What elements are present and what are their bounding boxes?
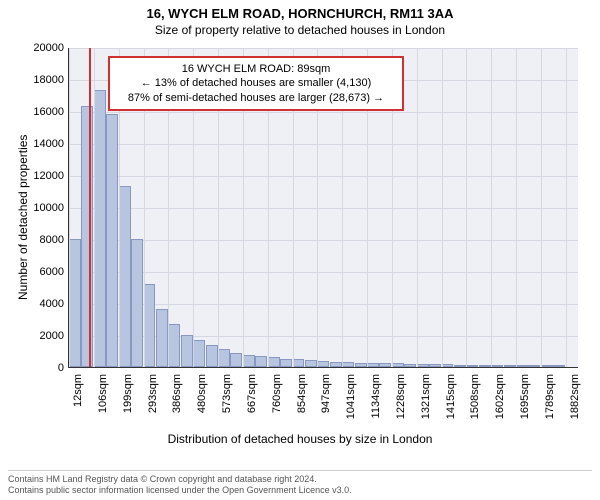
y-tick-label: 2000 xyxy=(24,330,64,342)
y-tick-label: 4000 xyxy=(24,298,64,310)
gridline-h xyxy=(69,240,578,241)
page-title: 16, WYCH ELM ROAD, HORNCHURCH, RM11 3AA xyxy=(0,0,600,21)
histogram-bar xyxy=(504,365,516,367)
x-tick-label: 480sqm xyxy=(196,374,208,413)
histogram-bar xyxy=(479,365,491,367)
y-tick-label: 20000 xyxy=(24,42,64,54)
marker-info-box: 16 WYCH ELM ROAD: 89sqm ← 13% of detache… xyxy=(108,56,404,111)
x-tick-label: 667sqm xyxy=(246,374,258,413)
x-tick-label: 1415sqm xyxy=(445,374,457,419)
histogram-bar xyxy=(317,361,329,367)
histogram-bar xyxy=(293,359,305,367)
gridline-v xyxy=(466,48,467,367)
histogram-bar xyxy=(404,364,416,367)
histogram-bar xyxy=(330,362,342,367)
x-tick-label: 1134sqm xyxy=(370,374,382,418)
histogram-bar xyxy=(454,365,466,367)
x-tick-label: 1882sqm xyxy=(569,374,581,419)
gridline-v xyxy=(69,48,70,367)
histogram-bar xyxy=(144,284,156,367)
x-tick-label: 573sqm xyxy=(221,374,233,413)
y-tick-label: 0 xyxy=(24,362,64,374)
histogram-bar xyxy=(442,364,454,367)
histogram-bar xyxy=(429,364,441,367)
histogram-bar xyxy=(516,365,528,367)
y-tick-label: 10000 xyxy=(24,202,64,214)
infobox-line1: 16 WYCH ELM ROAD: 89sqm xyxy=(118,62,394,76)
histogram-bar xyxy=(541,365,553,367)
footer-attribution: Contains HM Land Registry data © Crown c… xyxy=(8,470,592,497)
histogram-bar xyxy=(342,362,354,367)
footer-line1: Contains HM Land Registry data © Crown c… xyxy=(8,474,592,485)
histogram-bar xyxy=(491,365,503,367)
histogram-bar xyxy=(417,364,429,367)
histogram-bar xyxy=(243,355,255,367)
x-tick-label: 12sqm xyxy=(72,374,84,407)
x-tick-label: 1228sqm xyxy=(395,374,407,419)
subject-marker-line xyxy=(89,48,91,367)
gridline-h xyxy=(69,176,578,177)
y-tick-label: 16000 xyxy=(24,106,64,118)
histogram-bar xyxy=(528,365,540,367)
page-subtitle: Size of property relative to detached ho… xyxy=(0,21,600,37)
x-tick-label: 1789sqm xyxy=(544,374,556,419)
x-tick-label: 1602sqm xyxy=(494,374,506,419)
gridline-h xyxy=(69,144,578,145)
gridline-v xyxy=(516,48,517,367)
histogram-bar xyxy=(392,363,404,367)
x-tick-label: 386sqm xyxy=(171,374,183,413)
x-tick-label: 106sqm xyxy=(97,374,109,413)
gridline-v xyxy=(94,48,95,367)
gridline-h xyxy=(69,272,578,273)
histogram-bar xyxy=(553,365,565,367)
histogram-bar xyxy=(305,360,317,367)
gridline-h xyxy=(69,208,578,209)
histogram-bar xyxy=(69,239,81,367)
x-tick-label: 293sqm xyxy=(147,374,159,413)
histogram-bar xyxy=(119,186,131,367)
histogram-bar xyxy=(367,363,379,367)
histogram-bar xyxy=(230,353,242,367)
histogram-bar xyxy=(193,340,205,367)
x-axis-label: Distribution of detached houses by size … xyxy=(0,432,600,446)
histogram-bar xyxy=(156,309,168,367)
gridline-h xyxy=(69,112,578,113)
x-tick-label: 1321sqm xyxy=(420,374,432,419)
histogram-bar xyxy=(168,324,180,367)
x-tick-label: 1695sqm xyxy=(519,374,531,419)
y-tick-label: 6000 xyxy=(24,266,64,278)
x-tick-label: 1508sqm xyxy=(469,374,481,419)
histogram-bar xyxy=(280,359,292,367)
histogram-bar xyxy=(355,363,367,367)
gridline-v xyxy=(417,48,418,367)
y-tick-label: 12000 xyxy=(24,170,64,182)
y-tick-label: 8000 xyxy=(24,234,64,246)
histogram-bar xyxy=(106,114,118,367)
y-tick-label: 18000 xyxy=(24,74,64,86)
histogram-bar xyxy=(206,345,218,367)
histogram-bar xyxy=(81,106,93,367)
histogram-bar xyxy=(218,349,230,367)
footer-line2: Contains public sector information licen… xyxy=(8,485,592,496)
gridline-v xyxy=(541,48,542,367)
infobox-line3: 87% of semi-detached houses are larger (… xyxy=(118,91,394,105)
infobox-line2: ← 13% of detached houses are smaller (4,… xyxy=(118,76,394,90)
gridline-v xyxy=(566,48,567,367)
y-tick-label: 14000 xyxy=(24,138,64,150)
x-tick-label: 199sqm xyxy=(122,374,134,413)
histogram-bar xyxy=(94,90,106,367)
x-tick-label: 760sqm xyxy=(271,374,283,413)
gridline-h xyxy=(69,48,578,49)
gridline-v xyxy=(442,48,443,367)
histogram-bar xyxy=(268,357,280,367)
histogram-bar xyxy=(181,335,193,367)
histogram-bar xyxy=(466,365,478,367)
gridline-v xyxy=(491,48,492,367)
histogram-bar xyxy=(131,239,143,367)
x-tick-label: 1041sqm xyxy=(345,374,357,419)
histogram-bar xyxy=(255,356,267,367)
x-tick-label: 947sqm xyxy=(320,374,332,413)
histogram-bar xyxy=(379,363,391,367)
x-tick-label: 854sqm xyxy=(296,374,308,413)
